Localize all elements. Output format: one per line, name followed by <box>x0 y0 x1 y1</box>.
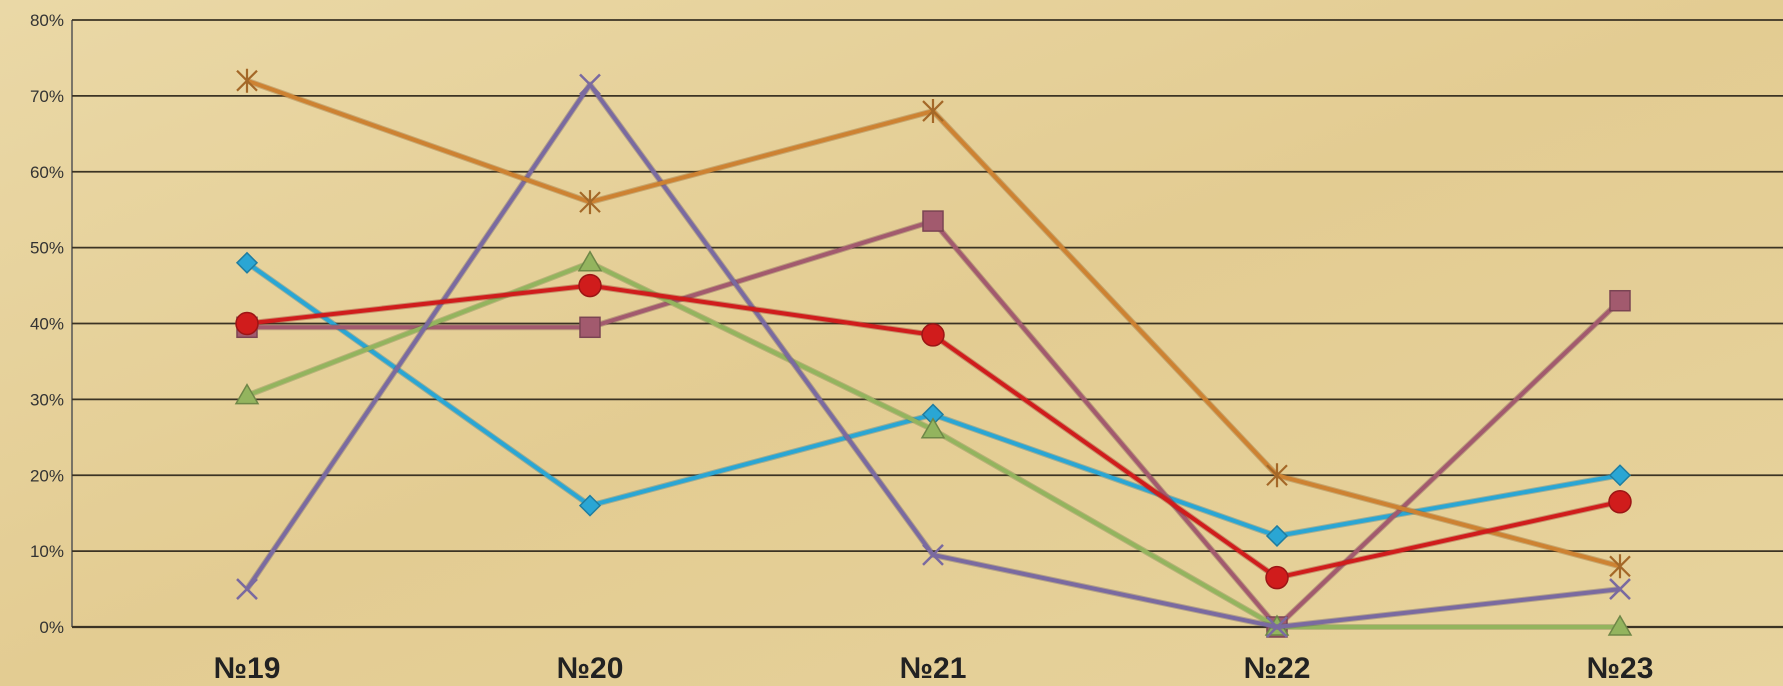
data-point <box>921 323 945 347</box>
data-point <box>235 251 259 274</box>
x-tick-label: №23 <box>1587 652 1654 685</box>
data-point <box>1266 463 1288 488</box>
data-point <box>578 494 602 517</box>
data-point <box>236 68 258 93</box>
data-point <box>920 417 946 439</box>
data-point <box>1609 578 1631 600</box>
gridlines <box>71 19 1783 629</box>
series-6 <box>235 273 1632 590</box>
y-tick-label: 10% <box>30 542 64 561</box>
y-tick-label: 40% <box>30 315 64 334</box>
data-point <box>922 544 944 566</box>
y-tick-label: 70% <box>30 87 64 106</box>
y-axis-ticks: 0% 10% 20% 30% 40% 50% 60% 70% 80% <box>30 11 64 637</box>
data-point <box>1608 490 1632 514</box>
data-point <box>1609 554 1631 579</box>
y-tick-label: 50% <box>30 239 64 258</box>
data-point <box>1265 524 1289 548</box>
y-tick-label: 30% <box>30 390 64 409</box>
data-point <box>579 316 601 339</box>
data-point <box>235 311 259 336</box>
data-point <box>236 578 258 600</box>
data-point <box>1609 289 1631 312</box>
series-5 <box>236 68 1631 579</box>
series-4 <box>236 73 1631 638</box>
y-tick-label: 20% <box>30 466 64 485</box>
data-point <box>1265 565 1289 590</box>
data-point <box>922 210 944 232</box>
data-point <box>579 190 601 215</box>
y-tick-label: 60% <box>30 163 64 182</box>
data-point <box>579 73 601 96</box>
data-point <box>578 273 602 298</box>
y-tick-label: 0% <box>39 618 64 637</box>
data-point <box>1608 464 1632 487</box>
series-group <box>234 68 1633 638</box>
data-point <box>922 99 944 124</box>
y-tick-label: 80% <box>30 11 64 30</box>
x-axis-ticks: №19 №20 №21 №22 №23 <box>214 652 1654 685</box>
data-point <box>1607 614 1633 636</box>
x-tick-label: №21 <box>900 652 967 685</box>
x-tick-label: №20 <box>557 652 624 685</box>
x-tick-label: №22 <box>1244 652 1311 685</box>
data-point <box>577 250 603 272</box>
x-tick-label: №19 <box>214 652 281 685</box>
data-point <box>234 383 260 405</box>
data-point <box>1266 616 1288 638</box>
